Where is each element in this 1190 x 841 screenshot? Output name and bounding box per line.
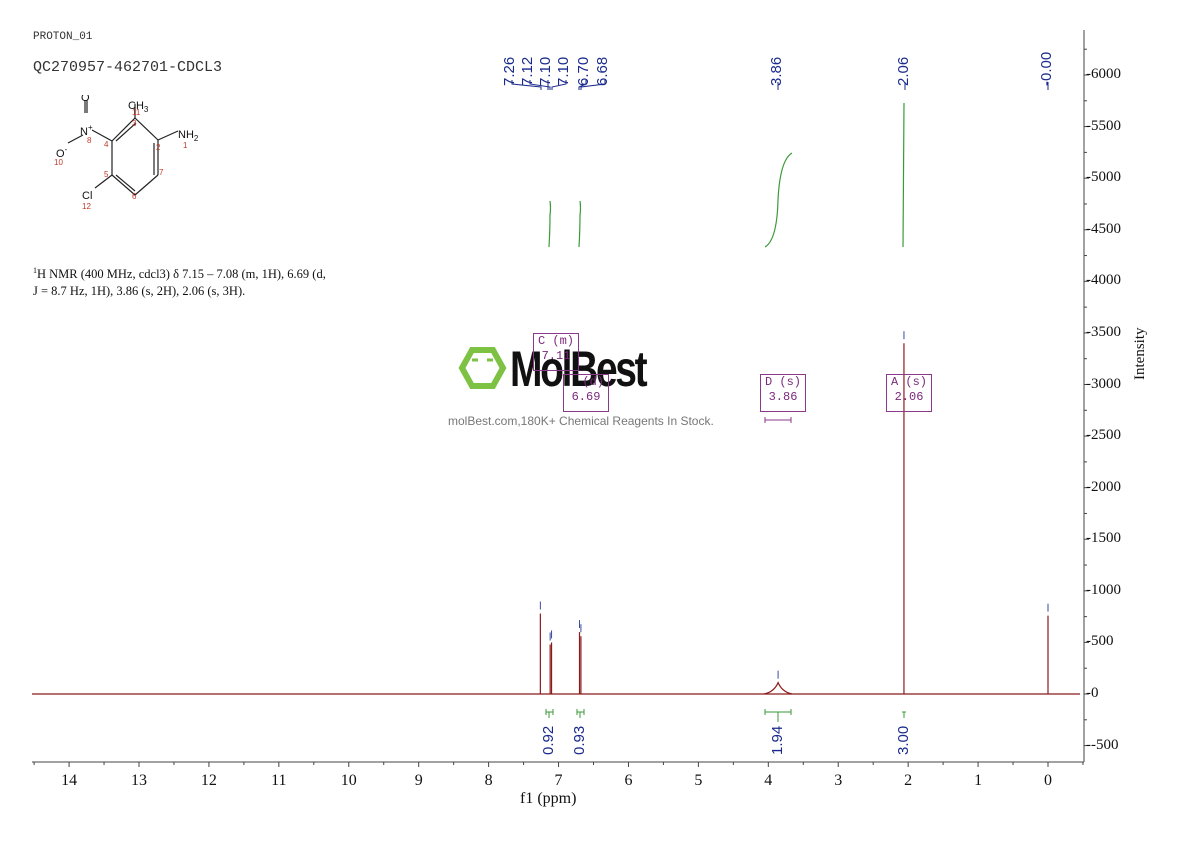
svg-text:5: 5 [104, 170, 109, 179]
svg-text:4: 4 [104, 140, 109, 149]
peak-label: 7.10 [555, 56, 572, 86]
y-tick-label: -3500 [1086, 323, 1121, 340]
svg-text:8: 8 [87, 136, 92, 145]
y-tick-label: -2000 [1086, 478, 1121, 495]
peak-label: 6.68 [594, 56, 611, 86]
svg-text:O-: O- [56, 145, 68, 160]
experiment-name: PROTON_01 [33, 31, 93, 43]
x-tick-label: 8 [484, 772, 493, 789]
peak-label: 6.70 [575, 56, 592, 86]
svg-text:1: 1 [183, 141, 188, 150]
y-tick-label: --500 [1086, 736, 1119, 753]
svg-text:O: O [81, 95, 90, 104]
x-tick-label: 6 [624, 772, 633, 789]
x-tick-label: 4 [764, 772, 773, 789]
peak-label: 7.26 [501, 56, 518, 86]
y-tick-label: -5500 [1086, 117, 1121, 134]
x-tick-label: 7 [554, 772, 563, 789]
y-tick-label: -3000 [1086, 375, 1121, 392]
spectrum-trace [32, 343, 1080, 695]
peak-label: 2.06 [895, 56, 912, 86]
x-tick-label: 3 [834, 772, 843, 789]
svg-text:12: 12 [82, 202, 91, 211]
x-tick-label: 11 [271, 772, 287, 789]
peak-label: 7.12 [519, 56, 536, 86]
multiplet-box-b: B (d)6.69 [563, 374, 609, 412]
x-tick-label: 12 [200, 772, 217, 789]
description-line2: J = 8.7 Hz, 1H), 3.86 (s, 2H), 2.06 (s, … [33, 284, 246, 299]
y-tick-label: -6000 [1086, 66, 1121, 82]
y-tick-label: -5000 [1086, 169, 1121, 186]
svg-text:11: 11 [132, 108, 141, 117]
molbest-logo-icon [458, 347, 507, 389]
integral-value: 3.00 [895, 725, 912, 755]
integral-value: 0.92 [540, 725, 557, 755]
multiplet-box-c: C (m) 7.11 [533, 333, 579, 371]
y-tick-label: -4000 [1086, 272, 1121, 289]
y-tick-label: -1500 [1086, 530, 1121, 547]
nh2-label: NH2 [178, 129, 199, 143]
integral-brackets [545, 709, 906, 722]
x-axis-label: f1 (ppm) [520, 790, 577, 807]
svg-text:3: 3 [132, 119, 137, 128]
peak-label: -0.00 [1038, 51, 1055, 86]
integral-curves [548, 102, 905, 248]
peak-label: 3.86 [768, 56, 785, 86]
x-tick-label: 2 [904, 772, 913, 789]
svg-text:10: 10 [54, 158, 63, 167]
molbest-tagline: molBest.com,180K+ Chemical Reagents In S… [448, 414, 714, 428]
y-axis-label: Intensity [1132, 327, 1148, 381]
y-tick-label: -2500 [1086, 427, 1121, 444]
y-tick-label: -1000 [1086, 581, 1121, 598]
x-tick-label: 10 [340, 772, 357, 789]
sample-id: QC270957-462701-CDCL3 [33, 59, 223, 76]
y-tick-label: -4500 [1086, 220, 1121, 237]
x-tick-label: 13 [131, 772, 147, 789]
svg-text:7: 7 [159, 168, 164, 177]
integral-value: 0.93 [571, 725, 588, 755]
y-tick-label: -500 [1086, 633, 1114, 650]
x-tick-label: 9 [414, 772, 423, 789]
x-tick-label: 14 [61, 772, 78, 789]
peak-label: 7.10 [537, 56, 554, 86]
description-line1: H NMR (400 MHz, cdcl3) δ 7.15 – 7.08 (m,… [37, 267, 326, 282]
svg-text:6: 6 [132, 192, 137, 201]
peak-label-leaders [511, 80, 1049, 90]
integral-value: 1.94 [769, 725, 786, 755]
x-tick-label: 0 [1044, 772, 1052, 789]
y-tick-label: -0 [1086, 685, 1099, 701]
svg-text:2: 2 [156, 143, 161, 152]
ch3-label: CH3 [128, 100, 149, 114]
multiplet-box-a: A (s) 2.06 [886, 374, 932, 412]
x-tick-label: 1 [974, 772, 983, 789]
nmr-description: 1H NMR (400 MHz, cdcl3) δ 7.15 – 7.08 (m… [33, 266, 326, 299]
svg-text:Cl: Cl [82, 190, 92, 202]
x-tick-label: 5 [694, 772, 703, 789]
multiplet-box-d: D (s) 3.86 [760, 374, 806, 412]
